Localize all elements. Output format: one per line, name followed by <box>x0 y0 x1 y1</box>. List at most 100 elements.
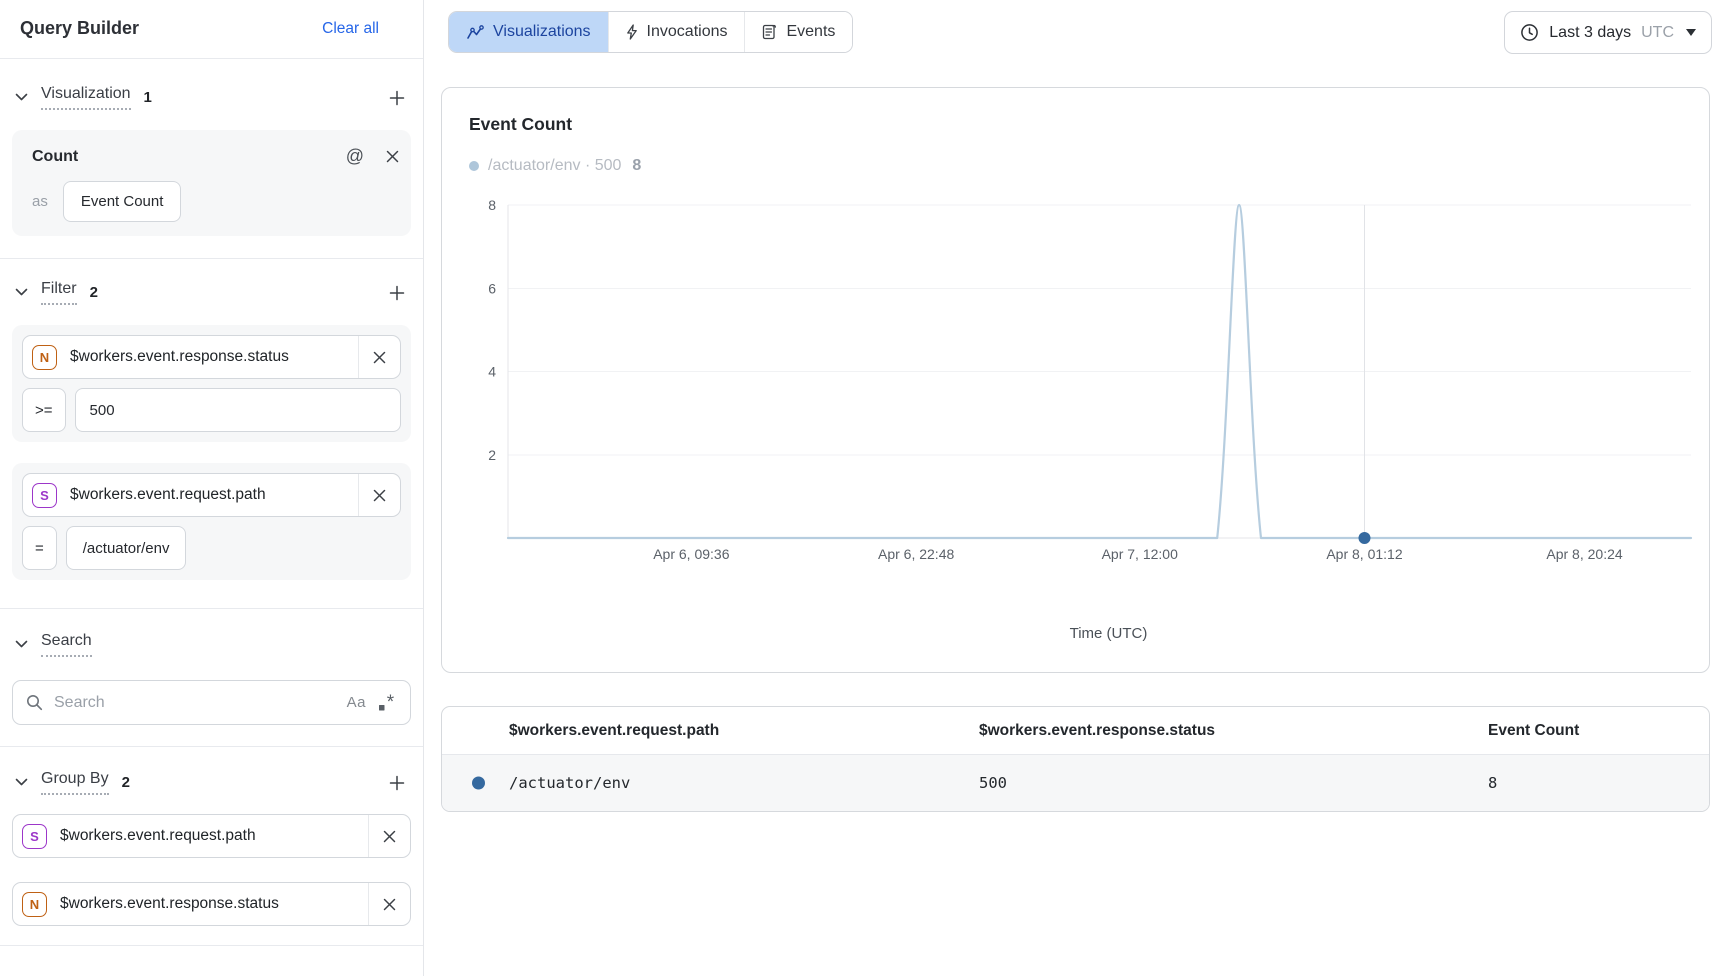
search-section-header: Search <box>12 632 411 657</box>
close-icon <box>386 150 399 163</box>
group-by-count: 2 <box>121 774 130 791</box>
chart-title: Event Count <box>469 114 573 134</box>
alias-field[interactable]: Event Count <box>62 181 182 222</box>
section-search: Search Aa * <box>0 609 423 747</box>
tab-label: Events <box>786 23 836 40</box>
page-title: Query Builder <box>20 18 140 38</box>
remove-group-by-button[interactable] <box>368 883 410 925</box>
caret-down-icon <box>1686 29 1696 36</box>
chart-legend[interactable]: /actuator/env · 500 8 <box>469 157 1709 175</box>
svg-text:4: 4 <box>488 364 496 380</box>
plus-icon <box>389 285 405 300</box>
operator-select[interactable]: = <box>22 526 57 570</box>
filter-field-selector[interactable]: S $workers.event.request.path <box>22 473 401 517</box>
add-group-by-button[interactable] <box>389 775 405 791</box>
group-by-field-selector[interactable]: S $workers.event.request.path <box>12 814 411 858</box>
chevron-down-icon[interactable] <box>15 93 28 102</box>
match-case-toggle[interactable]: Aa <box>346 694 366 711</box>
sidebar-header: Query Builder Clear all <box>0 0 423 59</box>
search-bar: Aa * <box>12 680 411 725</box>
filter-field-name: $workers.event.request.path <box>70 486 266 503</box>
regex-icon: * <box>379 694 395 712</box>
query-builder-sidebar: Query Builder Clear all Visualization 1 … <box>0 0 424 976</box>
search-section-label[interactable]: Search <box>41 632 92 657</box>
operator-select[interactable]: >= <box>22 388 66 432</box>
svg-text:Apr 8, 20:24: Apr 8, 20:24 <box>1546 546 1622 562</box>
close-icon <box>373 351 386 363</box>
group-by-section-label[interactable]: Group By <box>41 770 109 795</box>
section-visualization: Visualization 1 Count @ as <box>0 59 423 259</box>
tab-visualizations[interactable]: Visualizations <box>449 12 608 52</box>
number-type-badge: N <box>32 344 57 370</box>
remove-visualization-button[interactable] <box>386 150 399 163</box>
remove-filter-button[interactable] <box>358 336 400 378</box>
remove-filter-button[interactable] <box>358 474 400 516</box>
plus-icon <box>389 775 405 790</box>
close-icon <box>373 489 386 501</box>
column-header-request-path: $workers.event.request.path <box>509 721 720 739</box>
mention-field-button[interactable]: @ <box>346 146 364 167</box>
string-type-badge: S <box>22 823 47 849</box>
chart-plot-area[interactable]: 8 6 4 2 Apr 6, 09:36 Apr 6, 22:48 Apr 7, 12:00… <box>442 189 1709 569</box>
visualization-section-label[interactable]: Visualization <box>41 85 131 110</box>
group-by-field-selector[interactable]: N $workers.event.response.status <box>12 882 411 926</box>
group-by-field-name: $workers.event.request.path <box>60 827 256 844</box>
legend-series-label: /actuator/env · 500 <box>488 157 622 174</box>
remove-group-by-button[interactable] <box>368 815 410 857</box>
svg-text:8: 8 <box>488 197 496 213</box>
svg-text:Apr 8, 01:12: Apr 8, 01:12 <box>1326 546 1402 562</box>
svg-text:6: 6 <box>488 280 496 296</box>
as-label: as <box>32 193 48 210</box>
metric-header: Count @ <box>22 140 401 181</box>
regex-toggle[interactable]: * <box>377 694 397 712</box>
filter-section-label[interactable]: Filter <box>41 280 77 305</box>
series-color-dot <box>472 776 485 790</box>
chevron-down-icon[interactable] <box>15 288 28 297</box>
filter-field-name: $workers.event.response.status <box>70 348 289 365</box>
cell-event-count: 8 <box>1488 774 1498 792</box>
visualization-count: 1 <box>143 89 152 106</box>
tab-label: Visualizations <box>493 23 591 40</box>
chevron-down-icon[interactable] <box>15 778 28 787</box>
svg-text:Apr 7, 12:00: Apr 7, 12:00 <box>1102 546 1178 562</box>
section-group-by: Group By 2 S $workers.event.request.path… <box>0 747 423 946</box>
document-icon <box>763 24 777 40</box>
alias-row: as Event Count <box>22 181 401 226</box>
filter-value-input[interactable]: 500 <box>74 388 401 432</box>
table-header-row: $workers.event.request.path $workers.eve… <box>442 707 1709 754</box>
time-range-label: Last 3 days <box>1549 23 1632 41</box>
filter-condition-row: >= 500 <box>22 388 401 432</box>
search-input[interactable] <box>54 693 336 712</box>
filter-field-selector[interactable]: N $workers.event.response.status <box>22 335 401 379</box>
filter-card: N $workers.event.response.status >= 500 <box>12 325 411 442</box>
chevron-down-icon[interactable] <box>15 640 28 649</box>
at-icon: @ <box>345 146 364 166</box>
filter-value-input[interactable]: /actuator/env <box>65 526 187 570</box>
column-header-response-status: $workers.event.response.status <box>979 721 1216 739</box>
svg-text:*: * <box>387 694 395 712</box>
number-type-badge: N <box>22 891 47 917</box>
metric-name: Count <box>32 147 79 165</box>
event-count-chart-card: Event Count /actuator/env · 500 8 8 6 4 2 Ap… <box>441 87 1710 673</box>
clock-icon <box>1521 24 1539 41</box>
add-filter-button[interactable] <box>389 285 405 301</box>
time-range-selector[interactable]: Last 3 days UTC <box>1504 11 1712 54</box>
tab-invocations[interactable]: Invocations <box>607 12 745 52</box>
tab-label: Invocations <box>646 23 728 40</box>
string-type-badge: S <box>32 482 57 508</box>
svg-text:Apr 6, 22:48: Apr 6, 22:48 <box>878 546 954 562</box>
table-row[interactable]: /actuator/env 500 8 <box>442 754 1709 811</box>
add-visualization-button[interactable] <box>389 90 405 106</box>
time-zone-label: UTC <box>1641 23 1674 41</box>
results-panel: Visualizations Invocations Events <box>424 0 1726 976</box>
group-by-field-name: $workers.event.response.status <box>60 895 279 912</box>
cell-response-status: 500 <box>979 774 1007 792</box>
svg-text:Apr 6, 09:36: Apr 6, 09:36 <box>653 546 729 562</box>
close-icon <box>383 830 396 842</box>
tab-events[interactable]: Events <box>744 12 853 52</box>
legend-series-value: 8 <box>632 157 642 174</box>
chart-line-icon <box>467 24 484 39</box>
lightning-icon <box>626 24 637 40</box>
clear-all-link[interactable]: Clear all <box>322 19 379 37</box>
